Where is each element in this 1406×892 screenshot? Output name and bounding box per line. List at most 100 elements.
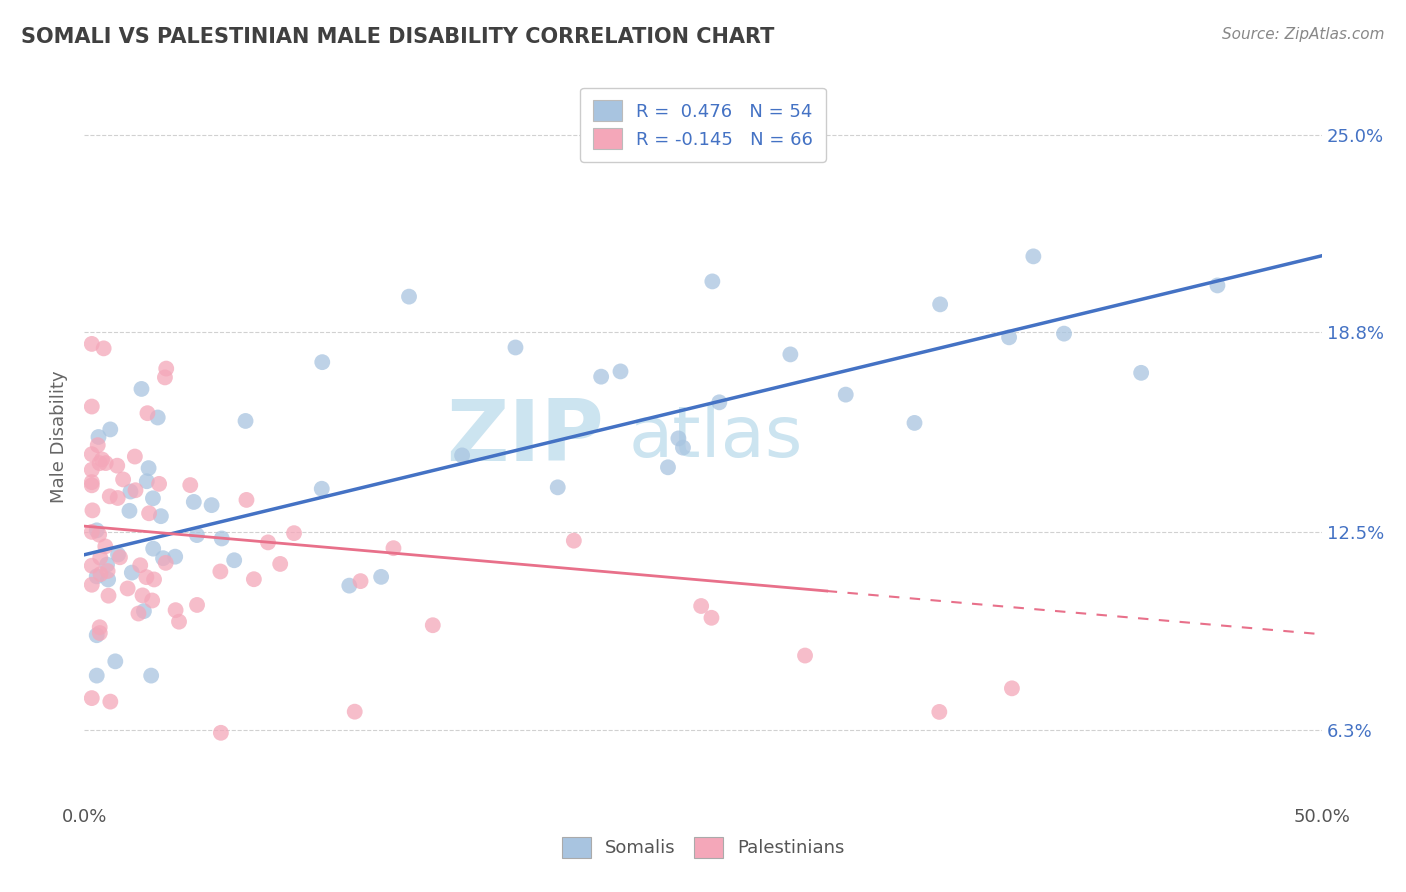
Point [80,475,103,490]
Point [135,474,157,488]
Point [132,604,155,618]
Point [146,410,169,425]
Point [89,626,111,640]
Point [86,524,108,538]
Point [422,618,444,632]
Point [657,460,679,475]
Point [120,484,142,499]
Point [107,491,129,505]
Point [311,482,333,496]
Point [257,535,280,549]
Point [211,532,233,546]
Point [700,611,723,625]
Point [89,567,111,582]
Point [138,506,160,520]
Point [93,342,115,356]
Point [138,461,160,475]
Point [131,588,153,602]
Point [235,492,257,507]
Point [80,337,103,351]
Point [135,570,157,584]
Point [183,495,205,509]
Point [142,491,165,506]
Point [672,441,695,455]
Point [80,447,103,461]
Point [311,355,333,369]
Point [117,582,139,596]
Point [112,472,135,486]
Point [82,503,104,517]
Point [86,668,108,682]
Point [89,456,111,470]
Point [107,548,129,562]
Text: ZIP: ZIP [446,395,605,479]
Point [152,551,174,566]
Point [86,569,108,583]
Point [155,361,177,376]
Point [89,550,111,565]
Point [80,478,103,492]
Point [155,556,177,570]
Point [80,558,103,573]
Point [96,558,118,572]
Point [131,382,153,396]
Point [690,599,713,613]
Point [108,550,131,565]
Point [382,541,405,556]
Point [1130,366,1153,380]
Point [929,297,952,311]
Point [209,565,232,579]
Point [165,549,187,564]
Point [105,458,128,473]
Point [224,553,246,567]
Point [98,695,121,709]
Point [129,558,152,573]
Point [149,509,172,524]
Point [200,498,222,512]
Point [779,347,801,361]
Point [142,541,165,556]
Point [243,572,266,586]
Point [235,414,257,428]
Legend: Somalis, Palestinians: Somalis, Palestinians [553,828,853,867]
Point [87,430,110,444]
Point [370,570,392,584]
Point [186,598,208,612]
Point [124,483,146,498]
Point [80,524,103,539]
Point [153,370,176,384]
Point [562,533,585,548]
Point [505,341,527,355]
Point [97,589,120,603]
Point [148,476,170,491]
Point [104,654,127,668]
Point [167,615,190,629]
Point [143,573,166,587]
Point [87,438,110,452]
Point [794,648,817,663]
Point [451,449,474,463]
Point [1206,278,1229,293]
Point [127,607,149,621]
Point [591,369,613,384]
Point [141,593,163,607]
Point [903,416,925,430]
Point [91,452,114,467]
Text: SOMALI VS PALESTINIAN MALE DISABILITY CORRELATION CHART: SOMALI VS PALESTINIAN MALE DISABILITY CO… [21,27,775,46]
Point [80,400,103,414]
Point [343,705,366,719]
Point [80,463,103,477]
Point [998,330,1021,344]
Point [98,489,121,503]
Point [98,422,121,436]
Point [398,290,420,304]
Point [209,726,232,740]
Point [337,579,360,593]
Point [547,480,569,494]
Point [928,705,950,719]
Point [80,578,103,592]
Point [124,450,146,464]
Point [118,504,141,518]
Point [121,566,143,580]
Point [89,620,111,634]
